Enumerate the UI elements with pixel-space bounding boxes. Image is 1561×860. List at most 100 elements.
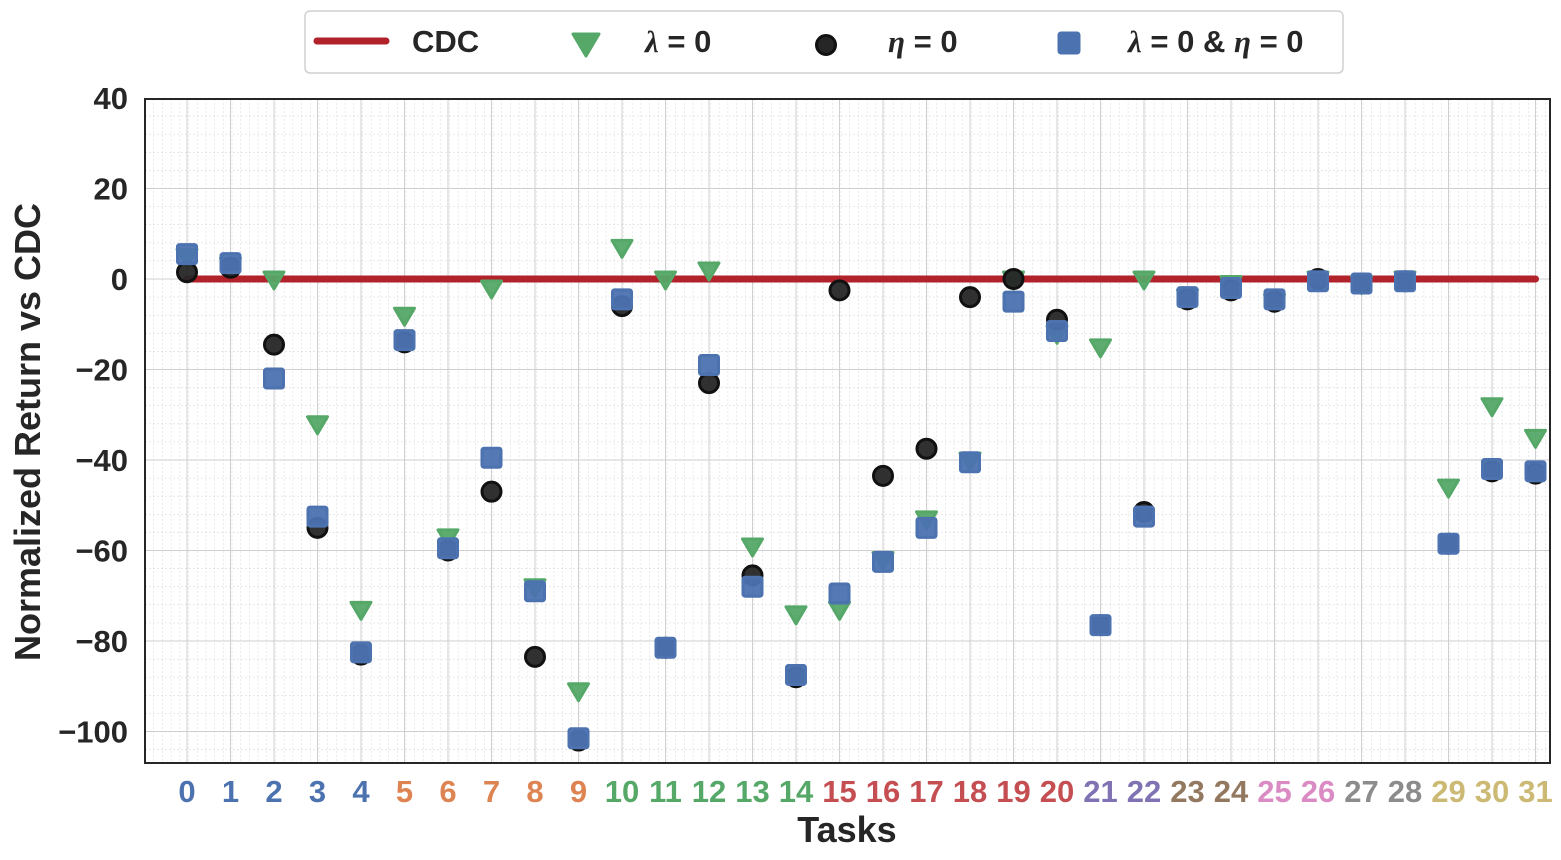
legend-lambda-suffix: = 0 xyxy=(659,24,712,59)
x-tick-label: 29 xyxy=(1431,774,1465,809)
legend-eta-label: η = 0 xyxy=(888,24,958,59)
point-triangle xyxy=(349,600,373,621)
point-triangle xyxy=(480,279,503,300)
point-square xyxy=(219,252,242,275)
point-circle xyxy=(176,261,198,284)
y-tick-label: −80 xyxy=(75,624,128,659)
point-square xyxy=(828,582,851,605)
point-square xyxy=(480,446,503,469)
x-tick-label: 17 xyxy=(909,774,943,809)
x-tick-label: 7 xyxy=(483,774,500,809)
y-axis-title: Normalized Return vs CDC xyxy=(7,203,48,661)
x-tick-label: 2 xyxy=(265,774,282,809)
point-square xyxy=(350,641,372,664)
x-tick-label: 22 xyxy=(1127,774,1161,809)
x-tick-label: 18 xyxy=(953,774,987,809)
x-tick-label: 23 xyxy=(1170,774,1204,809)
point-square xyxy=(915,516,938,539)
x-axis-title: Tasks xyxy=(797,809,896,850)
x-tick-label: 3 xyxy=(309,774,326,809)
x-tick-label: 21 xyxy=(1083,774,1117,809)
x-tick-label: 4 xyxy=(352,774,370,809)
x-tick-label: 12 xyxy=(692,774,726,809)
point-square xyxy=(1089,614,1112,637)
point-square xyxy=(1002,290,1025,313)
legend-eta-symbol: η xyxy=(888,24,905,59)
x-tick-label: 30 xyxy=(1475,774,1509,809)
plot-area xyxy=(175,238,1547,752)
point-triangle xyxy=(741,537,764,558)
point-triangle xyxy=(262,270,286,291)
x-tick-label: 20 xyxy=(1040,774,1074,809)
point-square xyxy=(1133,505,1155,528)
legend: CDC λ = 0 η = 0 λ = 0 & η = 0 xyxy=(304,10,1344,74)
legend-both-lambda-symbol: λ xyxy=(1126,24,1142,59)
point-square xyxy=(1307,270,1329,293)
y-tick-label: −20 xyxy=(75,353,128,388)
x-tick-label: 19 xyxy=(996,774,1030,809)
point-triangle xyxy=(610,238,634,259)
x-tick-label: 28 xyxy=(1388,774,1422,809)
y-tick-label: 0 xyxy=(111,262,128,297)
point-triangle xyxy=(1132,270,1156,291)
y-tick-label: 20 xyxy=(94,172,128,207)
x-tick-label: 14 xyxy=(779,774,814,809)
legend-both-middle: = 0 & xyxy=(1142,24,1234,59)
point-square xyxy=(872,550,894,573)
legend-lambda-symbol: λ xyxy=(643,24,659,59)
x-tick-label: 5 xyxy=(396,774,413,809)
point-square xyxy=(393,329,416,352)
legend-circle-icon xyxy=(815,34,837,56)
x-tick-label: 31 xyxy=(1518,774,1552,809)
y-tick-label: −100 xyxy=(58,715,128,750)
point-circle xyxy=(915,437,938,460)
point-square xyxy=(1437,532,1460,555)
point-triangle xyxy=(1524,428,1547,449)
series-square xyxy=(176,243,1547,750)
point-square xyxy=(306,505,329,528)
point-circle xyxy=(828,279,851,302)
legend-square-icon xyxy=(1057,31,1081,55)
point-square xyxy=(1524,460,1547,483)
point-circle xyxy=(263,333,285,356)
x-tick-labels: 0 1 2 3 4 5 6 7 8 9 10 11 12 13 14 15 16 17 18 19 20 21 22 23 24… xyxy=(178,774,1552,809)
x-tick-label: 15 xyxy=(822,774,856,809)
x-tick-label: 16 xyxy=(866,774,900,809)
point-triangle xyxy=(784,605,808,626)
x-tick-label: 8 xyxy=(526,774,543,809)
point-circle xyxy=(959,286,981,309)
x-tick-label: 1 xyxy=(222,774,239,809)
point-square xyxy=(959,451,981,474)
point-square xyxy=(611,288,633,311)
legend-eta-suffix: = 0 xyxy=(905,24,958,59)
point-circle xyxy=(872,464,894,487)
point-square xyxy=(437,537,459,560)
legend-triangle-down-icon xyxy=(571,32,601,58)
x-tick-label: 10 xyxy=(605,774,639,809)
point-square xyxy=(567,727,590,750)
legend-both-suffix: = 0 xyxy=(1251,24,1304,59)
point-square xyxy=(1263,288,1286,311)
point-square xyxy=(176,243,198,266)
point-circle xyxy=(524,645,546,668)
x-tick-label: 6 xyxy=(439,774,456,809)
x-tick-label: 25 xyxy=(1257,774,1291,809)
point-triangle xyxy=(1437,478,1460,499)
point-square xyxy=(1394,270,1416,293)
point-triangle xyxy=(306,415,329,436)
point-triangle xyxy=(1089,338,1112,359)
point-triangle xyxy=(567,682,590,703)
point-square xyxy=(1176,286,1199,309)
point-square xyxy=(698,353,720,376)
point-square xyxy=(524,580,546,603)
x-tick-label: 13 xyxy=(735,774,769,809)
x-tick-label: 9 xyxy=(570,774,587,809)
point-square xyxy=(785,663,807,686)
point-circle xyxy=(698,372,720,395)
axes-frame xyxy=(144,98,1551,764)
point-triangle xyxy=(654,270,677,291)
point-square xyxy=(1220,277,1242,300)
point-square xyxy=(1481,458,1503,481)
